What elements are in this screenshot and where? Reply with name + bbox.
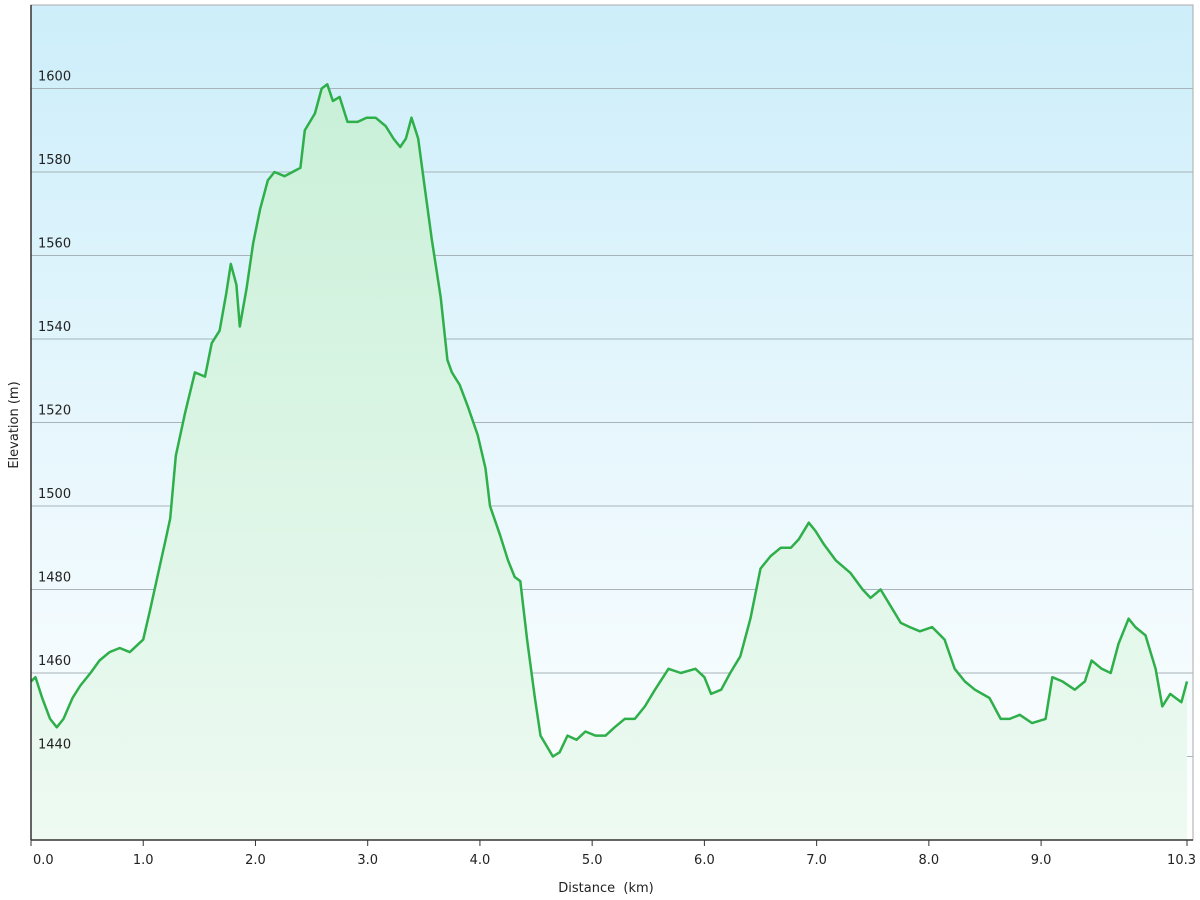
y-tick-label: 1440	[38, 738, 71, 753]
y-tick-label: 1500	[38, 487, 71, 502]
y-tick-label: 1480	[38, 571, 71, 586]
elevation-line	[30, 83, 1189, 758]
x-tick-label: 3.0	[357, 853, 378, 868]
x-tick-label: 5.0	[582, 853, 603, 868]
x-tick-label: 7.0	[806, 853, 827, 868]
y-tick-label: 1560	[38, 237, 71, 252]
y-tick-label: 1520	[38, 404, 71, 419]
x-tick-label: 9.0	[1031, 853, 1052, 868]
x-tick-label: 1.0	[133, 853, 154, 868]
y-tick-label: 1460	[38, 654, 71, 669]
x-tick-label: 0.0	[33, 853, 54, 868]
x-tick-label: 8.0	[919, 853, 940, 868]
y-tick-label: 1600	[38, 70, 71, 85]
y-tick-label: 1540	[38, 320, 71, 335]
area-fill	[31, 84, 1187, 841]
y-axis-label: Elevation (m)	[7, 381, 22, 468]
y-tick-label: 1580	[38, 153, 71, 168]
x-tick-label: 6.0	[694, 853, 715, 868]
x-tick-label: 2.0	[245, 853, 266, 868]
x-tick-label: 10.3	[1167, 853, 1196, 868]
x-tick-label: 4.0	[470, 853, 491, 868]
x-axis-label: Distance (km)	[558, 881, 653, 896]
